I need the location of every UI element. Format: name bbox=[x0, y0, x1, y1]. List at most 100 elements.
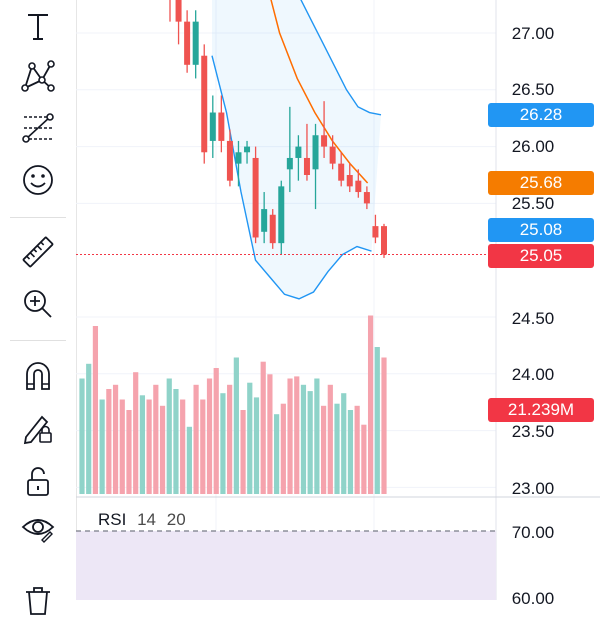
candle-body bbox=[329, 146, 336, 164]
volume-bar bbox=[86, 363, 92, 494]
volume-bar bbox=[314, 378, 320, 494]
trash-tool[interactable] bbox=[16, 576, 60, 620]
volume-bar bbox=[374, 347, 380, 494]
volume-bar bbox=[321, 405, 327, 494]
candle-body bbox=[355, 180, 362, 193]
candle-body bbox=[312, 135, 319, 170]
volume-bar bbox=[334, 403, 340, 494]
volume-bar bbox=[166, 378, 172, 494]
volume-bar bbox=[354, 405, 360, 494]
bb-basis-label: 25.68 bbox=[488, 171, 594, 195]
volume-bar bbox=[180, 399, 186, 494]
candle-body bbox=[346, 175, 353, 187]
price-axis-tick: 26.00 bbox=[511, 137, 555, 156]
volume-bar bbox=[233, 357, 239, 494]
volume-bar bbox=[173, 389, 179, 494]
candle-body bbox=[295, 146, 302, 158]
volume-bar bbox=[193, 384, 199, 494]
candle-body bbox=[338, 163, 345, 181]
volume-bar bbox=[341, 393, 347, 494]
candle-body bbox=[226, 140, 233, 181]
magnet-icon bbox=[26, 362, 50, 390]
zoom-in-icon bbox=[24, 290, 52, 318]
volume-bar bbox=[267, 374, 273, 494]
volume-bar bbox=[79, 378, 85, 494]
chart-area[interactable]: 27.00 26.50 26.00 25.50 24.50 24.00 23.5… bbox=[76, 0, 600, 608]
rsi-band bbox=[76, 531, 496, 600]
text-tool[interactable] bbox=[16, 4, 60, 48]
candle-body bbox=[184, 21, 191, 65]
volume-bar bbox=[206, 378, 213, 494]
ruler-tool[interactable] bbox=[16, 230, 60, 274]
rsi-axis-tick: 60.00 bbox=[511, 589, 555, 608]
candle-body bbox=[175, 0, 182, 22]
volume-bar bbox=[153, 384, 159, 494]
pattern-tool-icon bbox=[21, 60, 55, 92]
rsi-length: 14 bbox=[137, 510, 156, 529]
bb-lower-label: 25.08 bbox=[488, 218, 594, 242]
volume-bar bbox=[280, 403, 286, 494]
price-axis-tick: 25.50 bbox=[511, 194, 555, 213]
candle-body bbox=[303, 157, 310, 175]
lock-drawing-icon bbox=[23, 415, 52, 445]
bb-upper-line bbox=[300, 0, 382, 116]
lock-drawing-tool[interactable] bbox=[16, 407, 60, 451]
candle-body bbox=[363, 192, 370, 204]
volume-bar bbox=[381, 357, 387, 494]
volume-bar bbox=[112, 384, 119, 494]
price-axis-tick: 27.00 bbox=[511, 24, 555, 43]
pattern-tool[interactable] bbox=[16, 54, 60, 98]
volume-bar bbox=[119, 399, 125, 494]
volume-bar bbox=[247, 382, 253, 494]
candle-body bbox=[372, 226, 379, 238]
candle-body bbox=[252, 157, 259, 238]
text-tool-icon bbox=[28, 14, 48, 40]
volume-bar bbox=[361, 424, 367, 494]
last-price-label: 25.05 bbox=[488, 244, 594, 268]
visibility-tool[interactable] bbox=[16, 506, 60, 550]
candle-body bbox=[278, 186, 285, 244]
eye-icon bbox=[21, 519, 55, 543]
candle-body bbox=[261, 209, 268, 232]
toolbar-separator bbox=[10, 340, 66, 341]
volume-bar bbox=[367, 315, 374, 494]
volume-bar bbox=[99, 399, 105, 494]
fib-tool[interactable] bbox=[16, 106, 60, 150]
candle-body bbox=[321, 135, 328, 147]
candle-body bbox=[269, 214, 276, 244]
volume-label: 21.239M bbox=[488, 398, 594, 422]
rsi-smoothing: 20 bbox=[166, 510, 186, 529]
candle-body bbox=[192, 21, 199, 65]
rsi-legend[interactable]: RSI 14 20 bbox=[94, 510, 190, 530]
unlock-tool[interactable] bbox=[16, 459, 60, 503]
drawing-toolbar bbox=[0, 0, 77, 615]
volume-bar bbox=[133, 372, 139, 494]
volume-bar bbox=[274, 414, 280, 494]
zoom-in-tool[interactable] bbox=[16, 282, 60, 326]
fib-tool-icon bbox=[22, 113, 54, 143]
volume-bar bbox=[139, 395, 145, 494]
price-axis-tick: 24.00 bbox=[511, 365, 555, 384]
emoji-tool[interactable] bbox=[16, 158, 60, 202]
volume-bar bbox=[92, 326, 99, 494]
volume-bar bbox=[159, 405, 166, 494]
volume-bar bbox=[227, 384, 233, 494]
ruler-icon bbox=[22, 236, 54, 268]
candle-body bbox=[201, 55, 208, 153]
trash-icon bbox=[26, 587, 50, 615]
price-axis-tick: 26.50 bbox=[511, 80, 555, 99]
candle-body bbox=[218, 112, 225, 141]
volume-bar bbox=[253, 397, 260, 494]
magnet-tool[interactable] bbox=[16, 353, 60, 397]
volume-bar bbox=[186, 426, 192, 494]
candle-body bbox=[381, 226, 387, 255]
rsi-axis-tick: 70.00 bbox=[511, 523, 555, 542]
volume-bar bbox=[126, 410, 132, 494]
toolbar-separator bbox=[10, 217, 66, 218]
emoji-tool-icon bbox=[23, 165, 53, 195]
candle-body bbox=[209, 112, 216, 141]
volume-bar bbox=[200, 399, 206, 494]
volume-bar bbox=[260, 361, 266, 494]
candle-body bbox=[244, 146, 251, 153]
price-chart[interactable] bbox=[76, 0, 600, 600]
